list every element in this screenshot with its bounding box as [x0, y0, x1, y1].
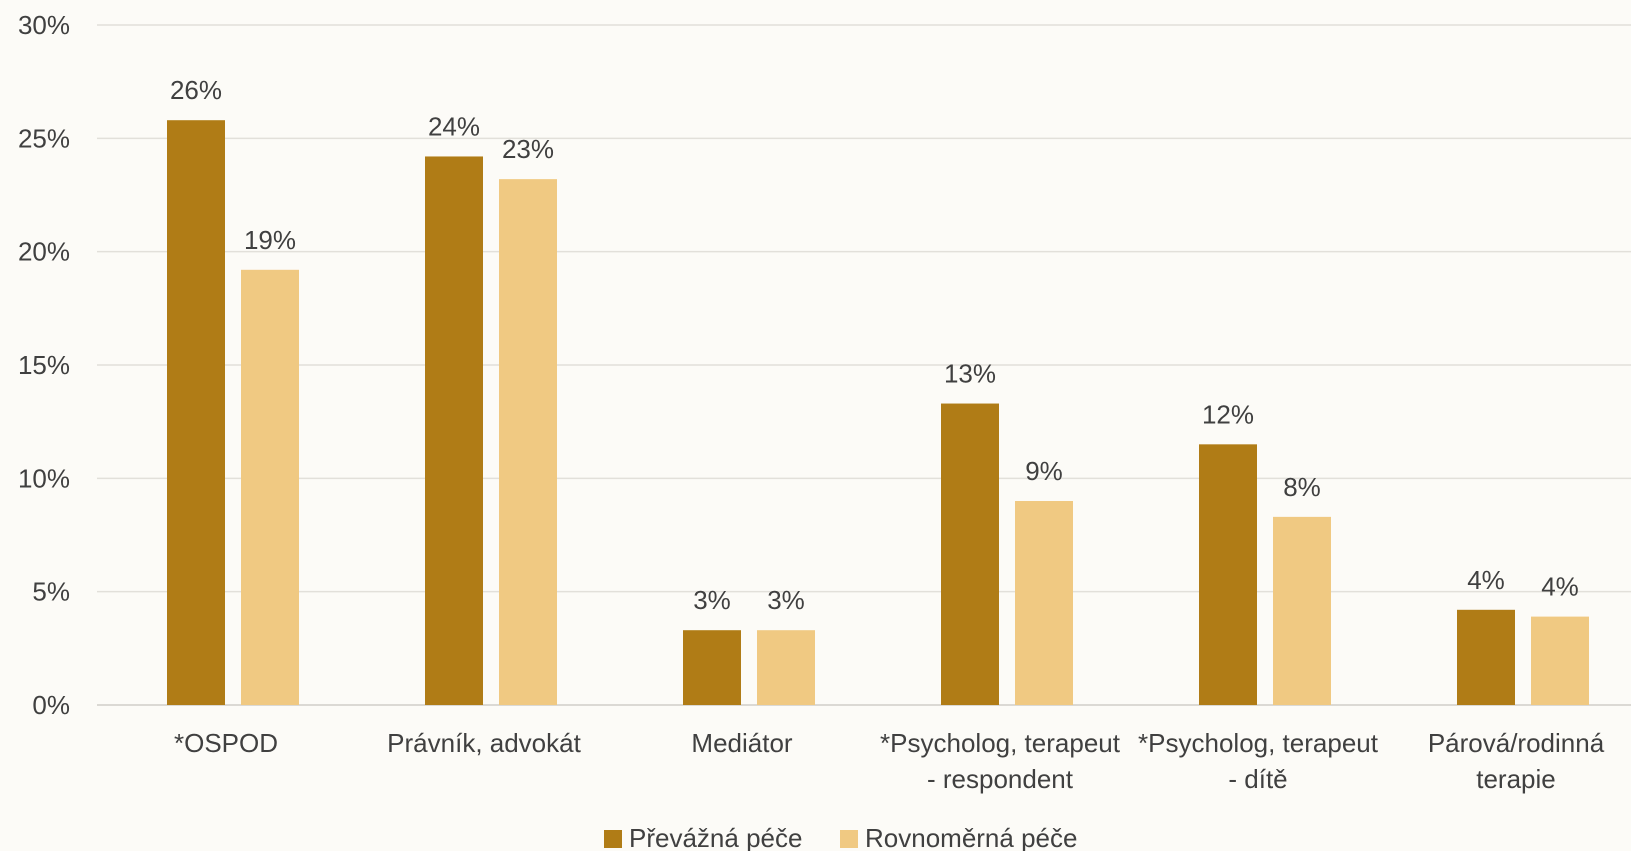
bars: [167, 120, 1589, 706]
y-tick-label: 15%: [18, 350, 70, 380]
data-label: 24%: [428, 111, 480, 141]
data-label: 19%: [244, 225, 296, 255]
gridlines: [97, 24, 1631, 706]
data-label: 8%: [1283, 472, 1321, 502]
bar: [167, 120, 225, 705]
data-label: 26%: [170, 75, 222, 105]
legend-label: Převážná péče: [629, 823, 802, 851]
x-category-label: - dítě: [1228, 764, 1287, 794]
x-category-label: *Psycholog, terapeut: [1138, 728, 1379, 758]
data-label: 3%: [693, 585, 731, 615]
data-label: 23%: [502, 134, 554, 164]
bar: [1457, 609, 1515, 705]
y-tick-label: 30%: [18, 10, 70, 40]
x-category-label: *Psycholog, terapeut: [880, 728, 1121, 758]
x-category-label: Párová/rodinná: [1428, 728, 1605, 758]
bar: [425, 156, 483, 705]
y-axis-tick-labels: 0% 5% 10% 15% 20% 25% 30%: [18, 10, 70, 720]
x-category-label: Právník, advokát: [387, 728, 581, 758]
data-label: 4%: [1467, 565, 1505, 595]
y-tick-label: 20%: [18, 237, 70, 267]
x-category-label: terapie: [1476, 764, 1556, 794]
legend: Převážná péče Rovnoměrná péče: [604, 823, 1077, 851]
data-label: 12%: [1202, 399, 1254, 429]
legend-swatch: [840, 830, 858, 848]
bar: [1015, 501, 1073, 705]
legend-swatch: [604, 830, 622, 848]
data-labels: 26% 24% 3% 13% 12% 4% 19% 23% 3% 9% 8% 4%: [170, 75, 1579, 615]
bar: [1531, 616, 1589, 705]
bar: [1273, 516, 1331, 705]
y-tick-label: 25%: [18, 123, 70, 153]
x-axis-category-labels: *OSPOD Právník, advokát Mediátor *Psycholog…: [174, 728, 1605, 794]
x-category-label: - respondent: [927, 764, 1074, 794]
bar: [499, 179, 557, 706]
bar: [941, 403, 999, 705]
x-category-label: *OSPOD: [174, 728, 278, 758]
y-tick-label: 0%: [32, 690, 70, 720]
bar: [757, 630, 815, 705]
y-tick-label: 5%: [32, 577, 70, 607]
y-tick-label: 10%: [18, 463, 70, 493]
data-label: 9%: [1025, 456, 1063, 486]
bar: [1199, 444, 1257, 705]
data-label: 3%: [767, 585, 805, 615]
x-category-label: Mediátor: [691, 728, 792, 758]
bar: [241, 269, 299, 705]
data-label: 13%: [944, 359, 996, 389]
legend-label: Rovnoměrná péče: [865, 823, 1077, 851]
data-label: 4%: [1541, 572, 1579, 602]
bar: [683, 630, 741, 705]
